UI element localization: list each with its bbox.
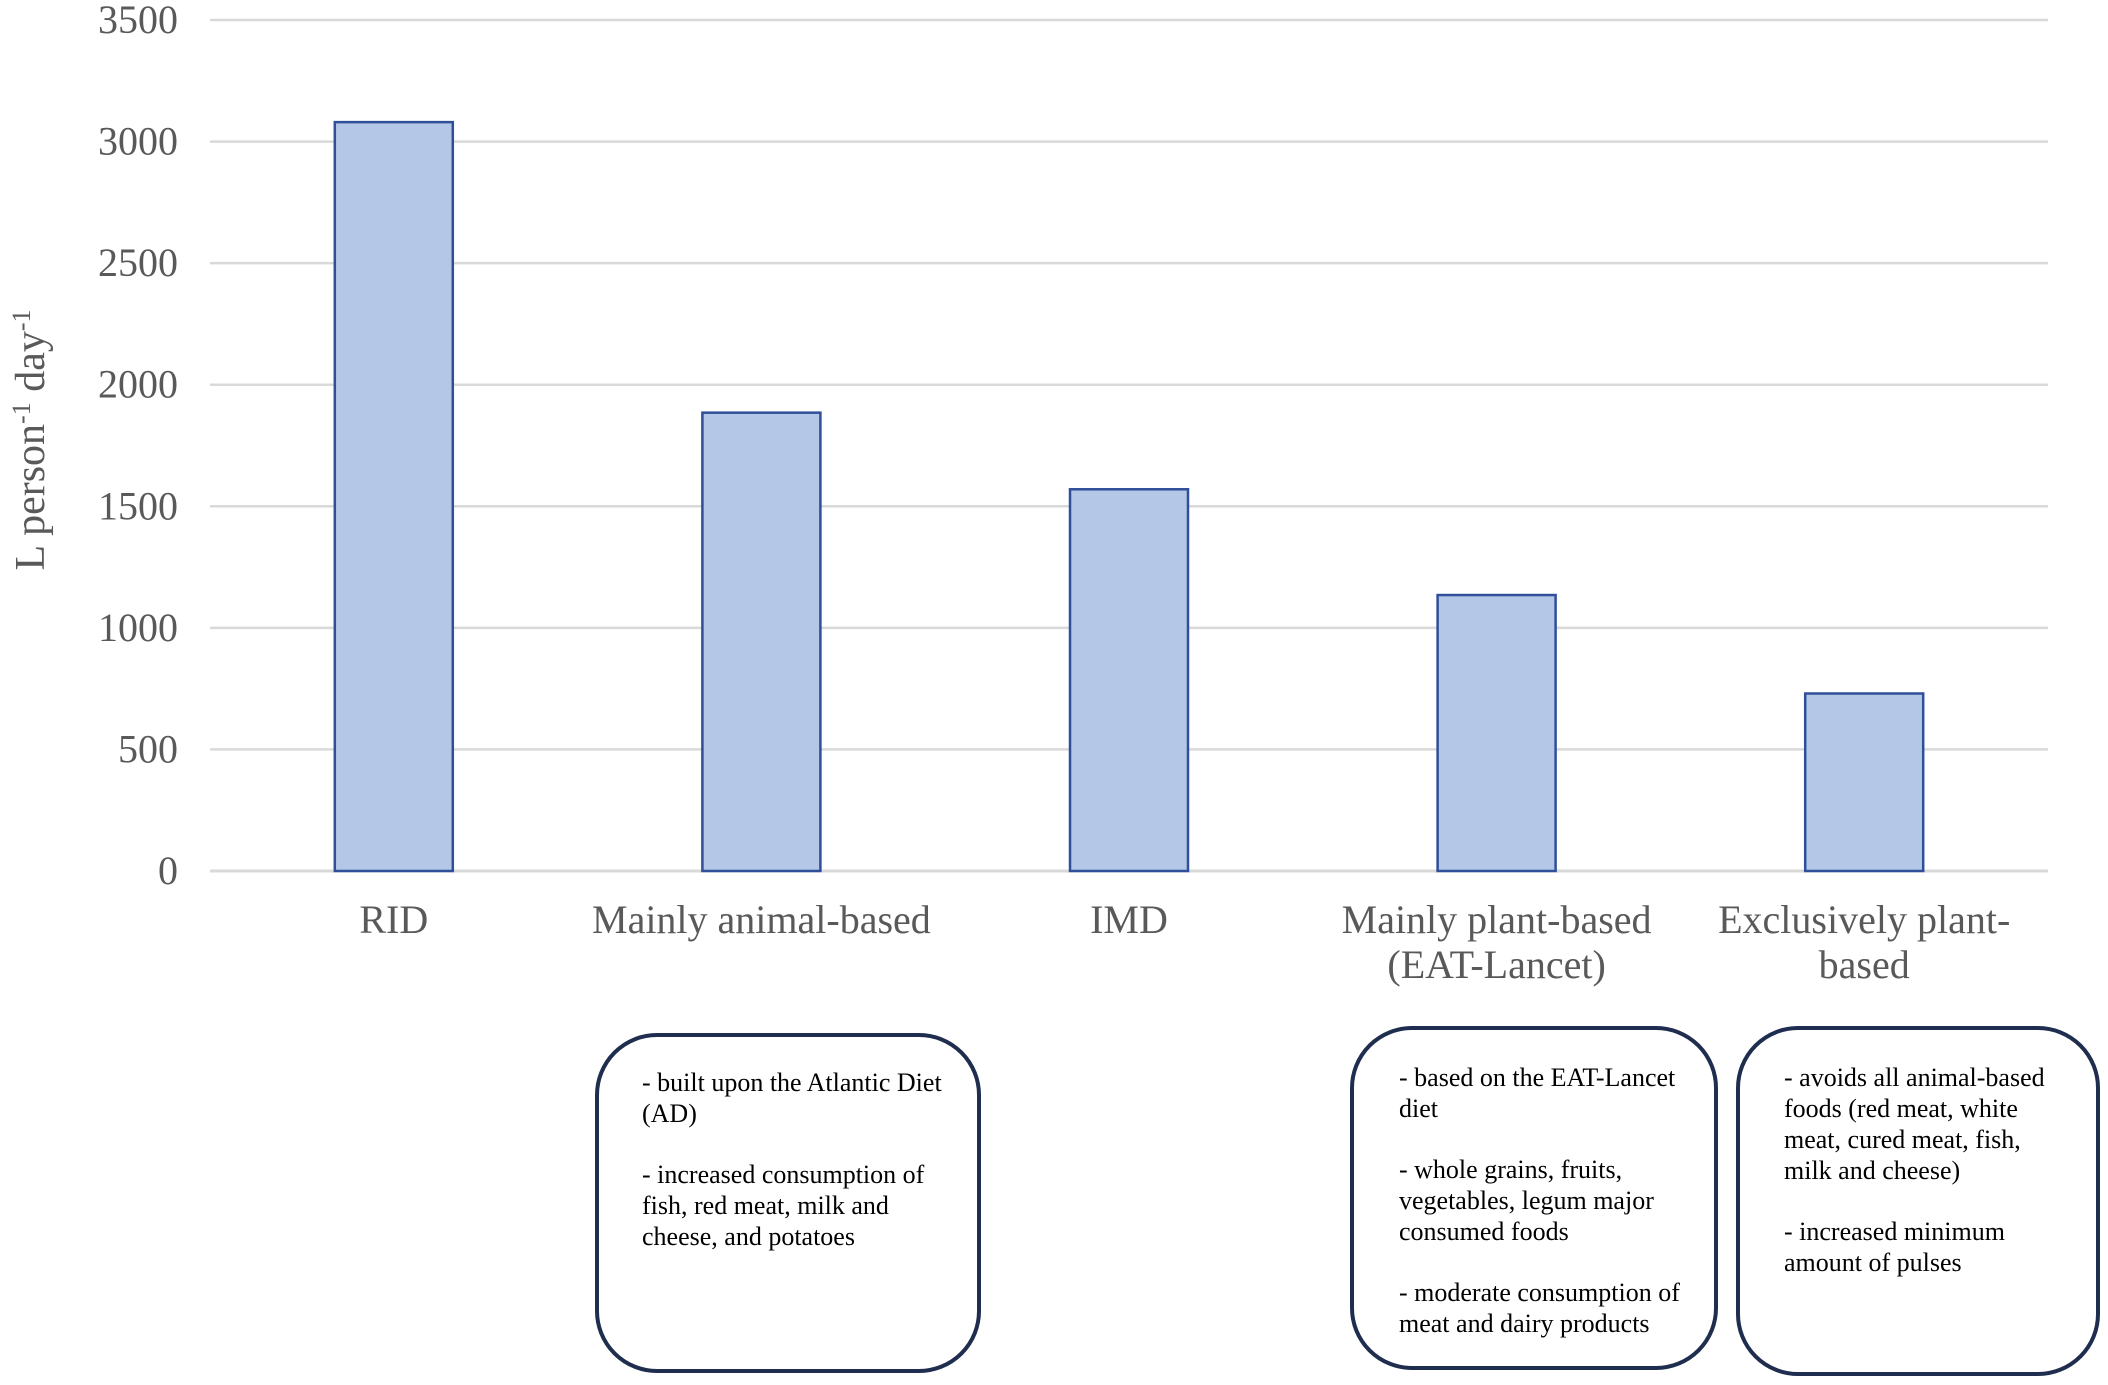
y-tick-label: 2000 xyxy=(98,362,178,407)
y-tick-label: 3500 xyxy=(98,0,178,42)
bar xyxy=(701,411,822,873)
annotation-line: - based on the EAT-Lancet diet xyxy=(1399,1063,1676,1123)
annotation-line: - increased consumption of fish, red mea… xyxy=(642,1160,925,1251)
y-tick-label: 1500 xyxy=(98,483,178,528)
x-tick-label: Mainly plant-based xyxy=(1342,897,1652,942)
annotation-box-exclusively-plant-based xyxy=(1736,1026,2100,1376)
y-tick-label: 1000 xyxy=(98,605,178,650)
annotation-line: - built upon the Atlantic Diet (AD) xyxy=(642,1068,942,1128)
x-tick-label: (EAT-Lancet) xyxy=(1387,942,1605,987)
x-tick-label: Exclusively plant- xyxy=(1718,897,2010,942)
y-axis-label: L person-1 day-1 xyxy=(7,309,55,570)
bar xyxy=(1436,593,1557,873)
x-tick-label: Mainly animal-based xyxy=(592,897,931,942)
x-tick-label: RID xyxy=(359,897,428,942)
y-tick-label: 3000 xyxy=(98,119,178,164)
x-tick-label: IMD xyxy=(1090,897,1168,942)
annotation-line: - increased minimum amount of pulses xyxy=(1784,1217,2005,1277)
annotation-text-exclusively-plant-based: - avoids all animal-based foods (red mea… xyxy=(1784,1062,2052,1278)
annotation-line: - avoids all animal-based foods (red mea… xyxy=(1784,1063,2045,1185)
y-axis-ticks: 0 500 1000 1500 2000 2500 3000 3500 xyxy=(98,0,178,893)
gridlines xyxy=(210,18,2048,873)
annotation-box-eat-lancet xyxy=(1350,1026,1718,1370)
bars xyxy=(333,120,1925,873)
bar xyxy=(333,120,455,873)
x-tick-label: based xyxy=(1819,942,1910,987)
annotation-text-eat-lancet: - based on the EAT-Lancet diet - whole g… xyxy=(1399,1062,1699,1339)
y-tick-label: 0 xyxy=(158,848,178,893)
bar xyxy=(1068,488,1190,873)
y-tick-label: 2500 xyxy=(98,240,178,285)
bar xyxy=(1803,692,1925,873)
annotation-line: - moderate consumption of meat and dairy… xyxy=(1399,1278,1680,1338)
annotation-text-animal-based: - built upon the Atlantic Diet (AD) - in… xyxy=(642,1067,960,1252)
x-axis-ticks: RID Mainly animal-based IMD Mainly plant-ba… xyxy=(359,897,2010,987)
annotation-line: - whole grains, fruits, vegetables, legu… xyxy=(1399,1155,1654,1246)
y-tick-label: 500 xyxy=(118,726,178,771)
annotation-box-animal-based xyxy=(595,1033,981,1373)
